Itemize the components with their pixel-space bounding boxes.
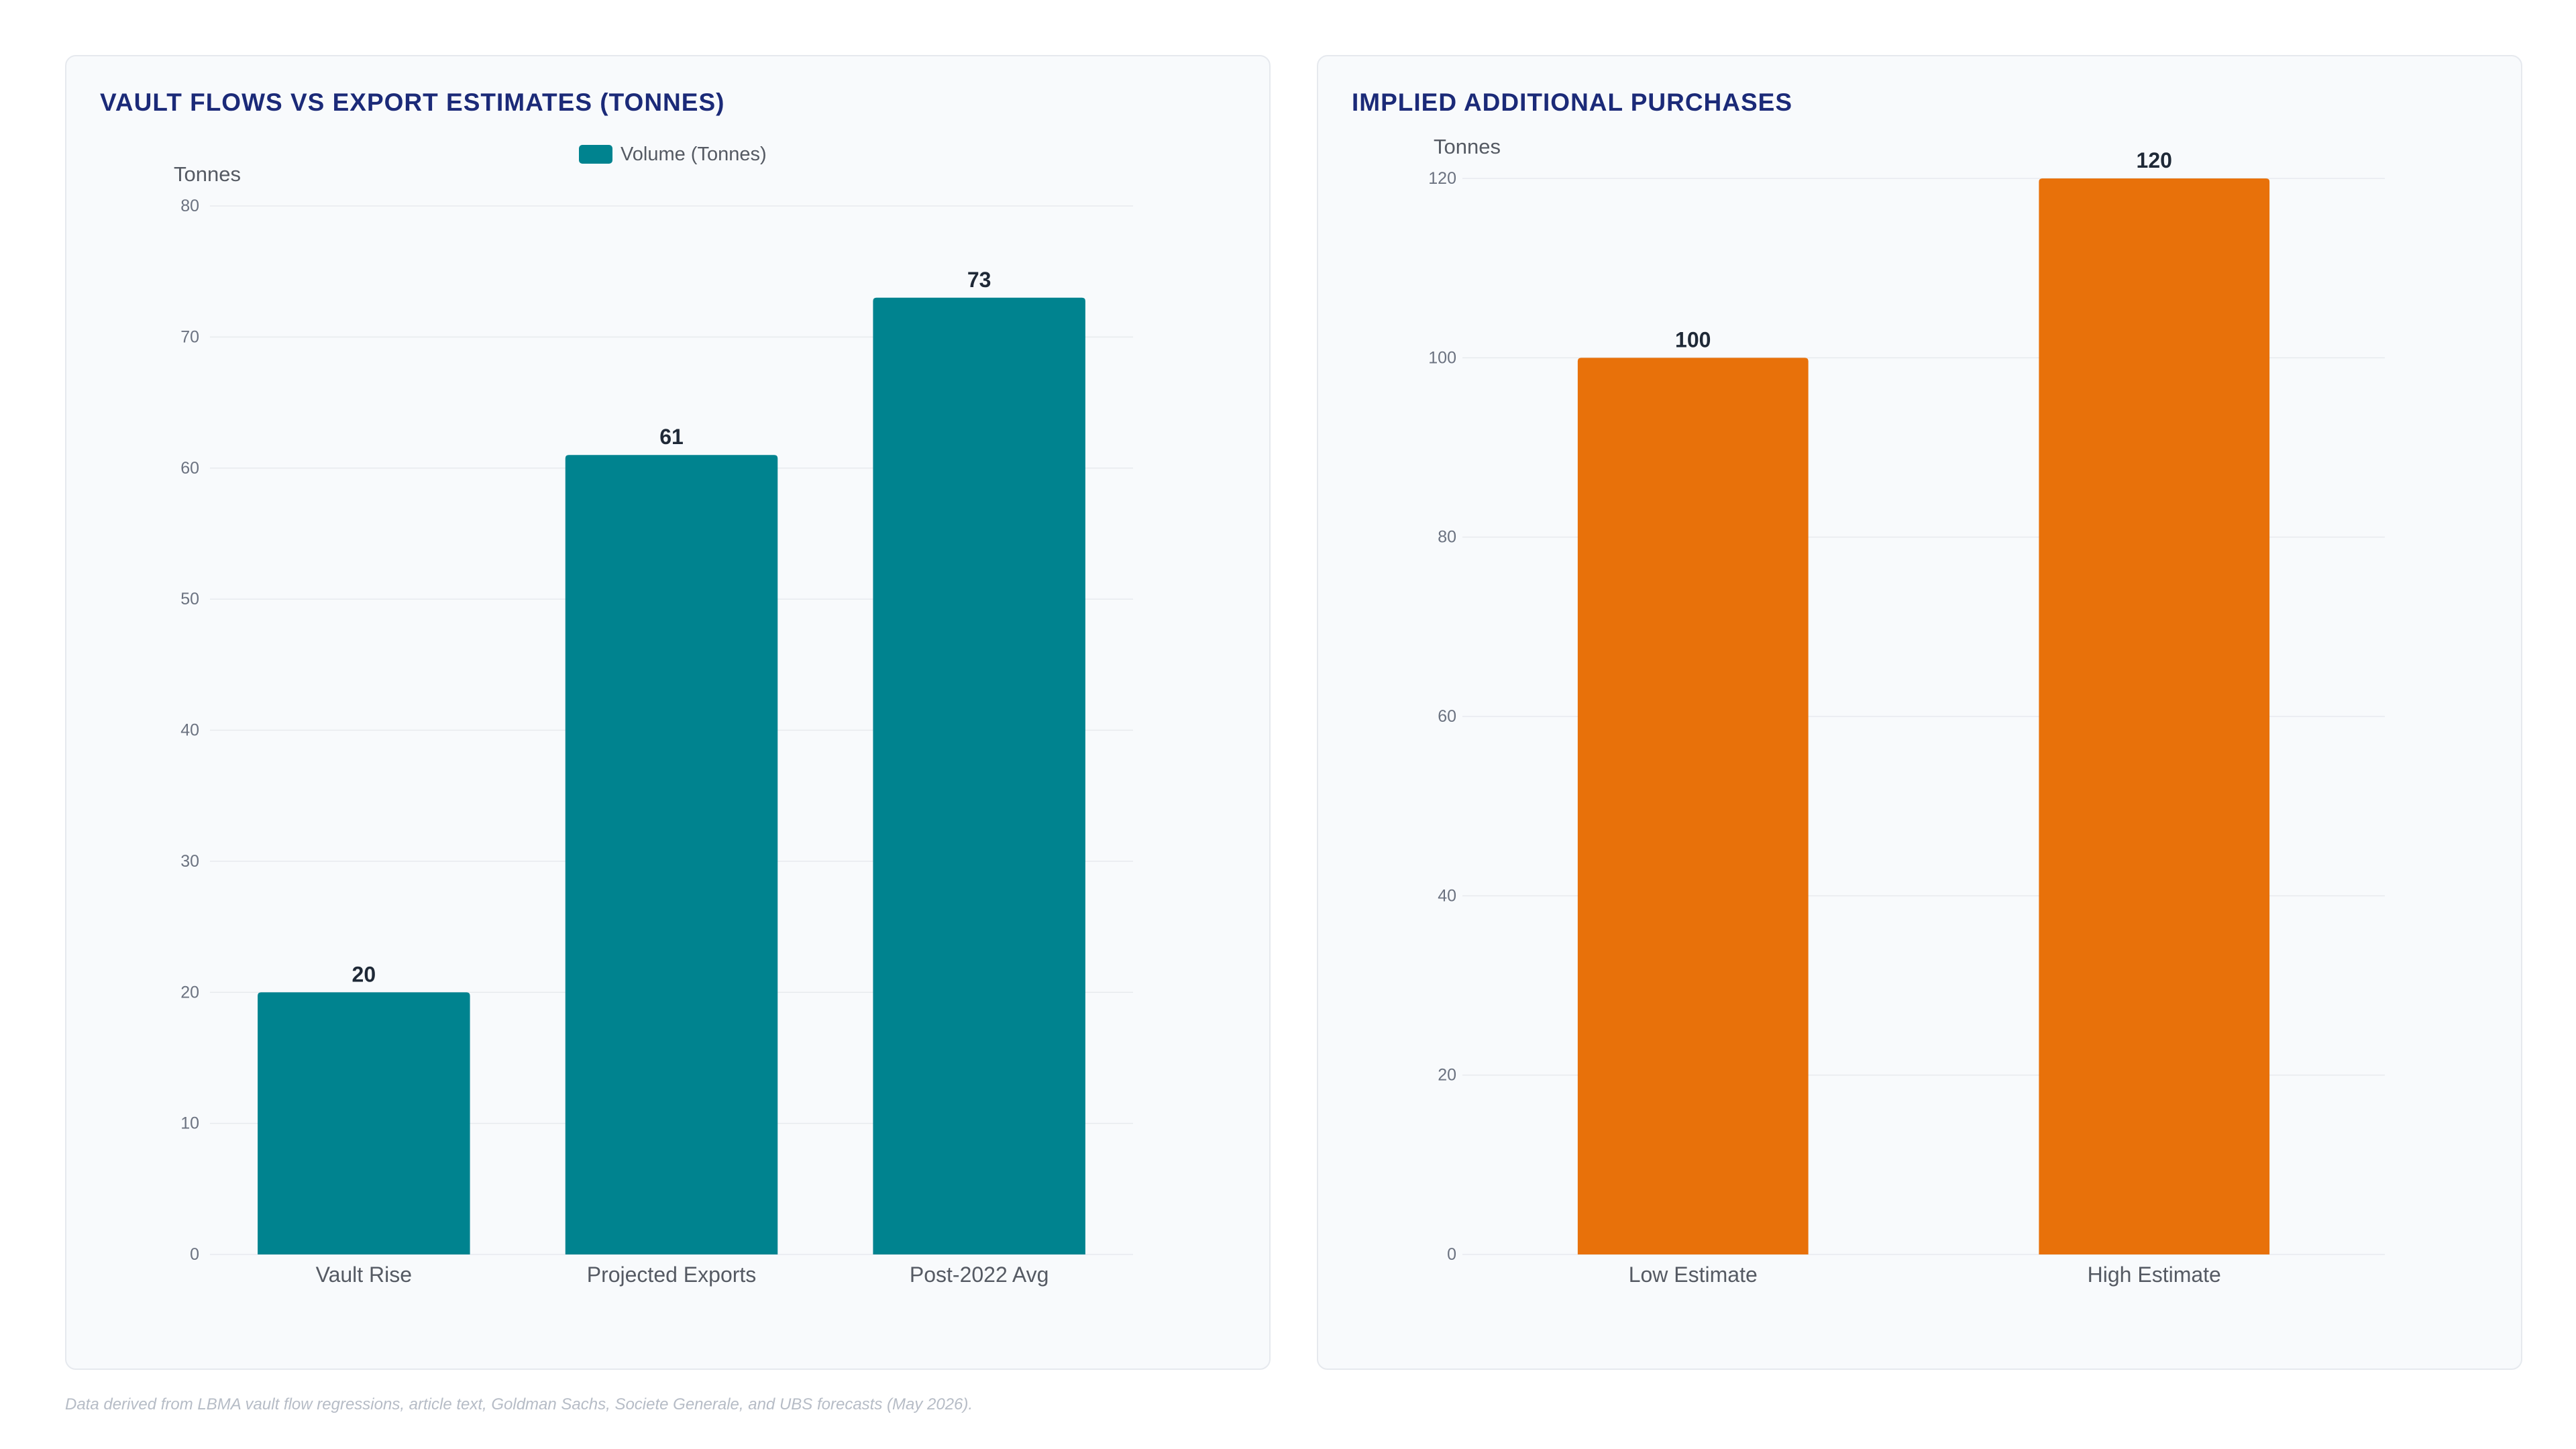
bar [565,455,778,1254]
y-tick-label: 40 [180,721,199,740]
y-tick-label: 0 [1447,1245,1456,1264]
x-category-label: Projected Exports [587,1263,757,1287]
bar-value-label: 100 [1675,327,1711,352]
legend-label: Volume (Tonnes) [621,144,767,165]
chart-title: VAULT FLOWS VS EXPORT ESTIMATES (TONNES) [100,89,725,116]
implied-purchases-chart-card: IMPLIED ADDITIONAL PURCHASES 0 20 40 60 80 10… [1317,55,2522,1370]
chart-title: IMPLIED ADDITIONAL PURCHASES [1352,89,1793,116]
y-tick-label: 40 [1438,886,1456,905]
y-tick-label: 80 [1438,528,1456,547]
x-category-label: Vault Rise [316,1263,412,1287]
x-category-label: Post-2022 Avg [910,1263,1049,1287]
y-tick-label: 70 [180,327,199,346]
vault-flows-chart-card: VAULT FLOWS VS EXPORT ESTIMATES (TONNES)… [65,55,1271,1370]
y-axis-label: Tonnes [1434,135,1501,158]
footnote: Data derived from LBMA vault flow regres… [65,1395,973,1413]
y-tick-label: 0 [190,1245,199,1264]
bar [873,297,1085,1255]
bar [1577,358,1809,1254]
y-tick-label: 60 [180,459,199,478]
y-tick-label: 100 [1428,348,1456,367]
y-tick-label: 10 [180,1114,199,1133]
y-tick-label: 20 [180,983,199,1002]
bar-value-label: 61 [659,425,684,449]
x-category-label: Low Estimate [1629,1263,1758,1287]
legend-swatch [579,145,612,164]
bar-value-label: 73 [967,268,991,292]
y-tick-label: 80 [180,197,199,215]
bar-value-label: 20 [352,962,376,986]
bar [2039,178,2270,1254]
bar [258,992,470,1254]
implied-purchases-bar-chart: 0 20 40 60 80 100 120 Tonnes 100 Low Estimate 120 H… [1428,135,2385,1287]
bar-value-label: 120 [2137,148,2172,172]
vault-flows-bar-chart: 0 10 20 30 40 50 60 70 80 Tonnes 20 Vault Rise 61 Pro… [174,144,1133,1287]
y-tick-label: 20 [1438,1066,1456,1085]
y-tick-label: 50 [180,590,199,608]
y-tick-label: 30 [180,852,199,871]
y-axis-label: Tonnes [174,162,241,186]
y-tick-label: 60 [1438,707,1456,726]
x-category-label: High Estimate [2088,1263,2221,1287]
y-tick-label: 120 [1428,169,1456,188]
